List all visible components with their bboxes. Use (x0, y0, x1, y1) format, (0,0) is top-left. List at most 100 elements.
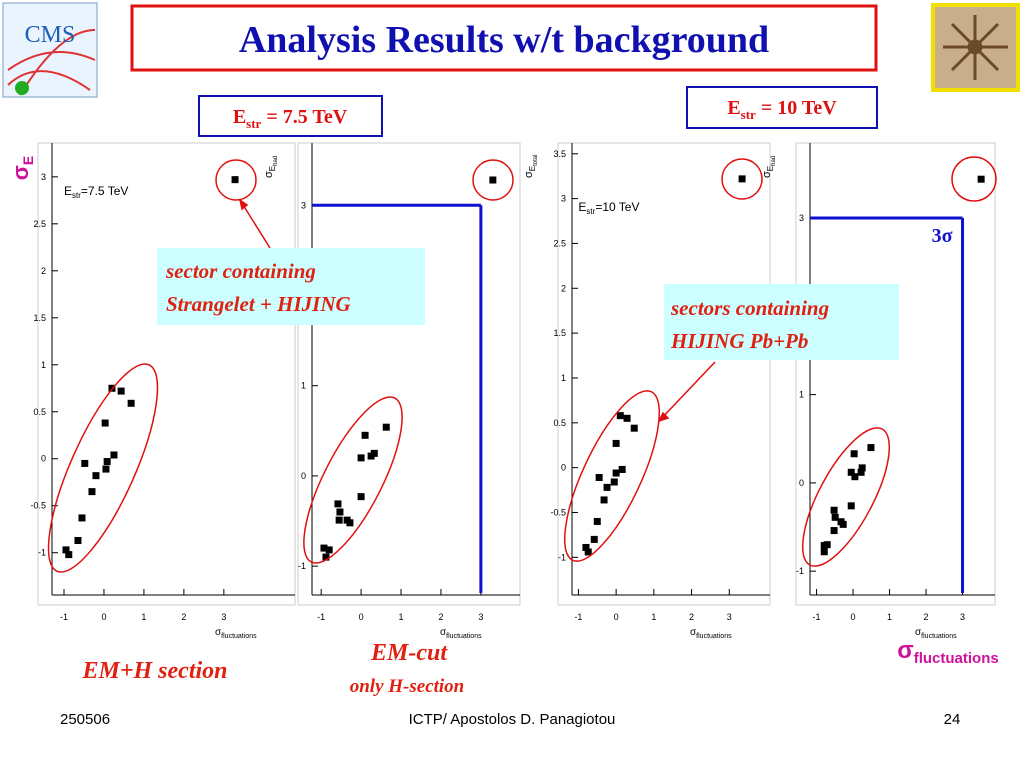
side-axis-label: σE (8, 156, 36, 180)
x-axis-label: σfluctuations (690, 627, 732, 640)
y-axis-label: σEhad (761, 156, 777, 178)
x-tick-label: 0 (614, 612, 619, 622)
annotation: Strangelet + HIJING (166, 292, 351, 316)
x-tick-label: 1 (651, 612, 656, 622)
point (325, 546, 333, 554)
point (837, 518, 845, 526)
footer-date: 250506 (60, 711, 110, 728)
point (603, 483, 611, 491)
badge: Estr = 7.5 TeV (233, 106, 348, 131)
point (612, 469, 620, 477)
point (847, 502, 855, 510)
point (320, 544, 328, 552)
point (590, 535, 598, 543)
badge-box (198, 95, 383, 137)
y-tick-label: 3 (301, 200, 306, 210)
point (618, 465, 626, 473)
y-tick-label: 0 (799, 478, 804, 488)
annotation: sector containing (165, 259, 316, 283)
x-axis-label: σfluctuations (915, 627, 957, 640)
y-tick-label: 1 (41, 360, 46, 370)
title-box (130, 4, 878, 72)
y-tick-label: 2 (41, 266, 46, 276)
point (117, 387, 125, 395)
x-tick-label: -1 (317, 612, 325, 622)
point (346, 519, 354, 527)
point (88, 488, 96, 496)
annotation-box (664, 284, 899, 360)
x-tick-label: 2 (181, 612, 186, 622)
y-tick-label: -0.5 (550, 507, 566, 517)
point (322, 553, 330, 561)
point (610, 478, 618, 486)
side-axis-label: σfluctuations (897, 637, 998, 667)
point (357, 454, 365, 462)
point (62, 546, 70, 554)
point (630, 424, 638, 432)
y-tick-label: 0.5 (553, 418, 566, 428)
slide-title: Analysis Results w/t background (239, 19, 769, 61)
point (830, 527, 838, 535)
point (110, 451, 118, 459)
y-tick-label: 3 (561, 194, 566, 204)
point (584, 548, 592, 556)
point (858, 464, 866, 472)
point (820, 548, 828, 556)
section-label: EM-cut (370, 640, 448, 666)
y-tick-label: -1 (298, 561, 306, 571)
point (370, 449, 378, 457)
y-axis-label: σEhad (263, 156, 279, 178)
x-tick-label: 3 (478, 612, 483, 622)
point (78, 514, 86, 522)
x-axis-label: σfluctuations (215, 627, 257, 640)
x-tick-label: 3 (221, 612, 226, 622)
x-tick-label: 2 (689, 612, 694, 622)
point (74, 536, 82, 544)
point (823, 541, 831, 549)
point (593, 517, 601, 525)
logo-text: CMS (25, 22, 76, 48)
point (582, 543, 590, 551)
y-tick-label: 0 (561, 463, 566, 473)
point (867, 444, 875, 452)
y-tick-label: 1 (799, 390, 804, 400)
y-tick-label: -0.5 (30, 501, 46, 511)
point (847, 468, 855, 476)
x-tick-label: -1 (60, 612, 68, 622)
x-tick-label: 0 (359, 612, 364, 622)
point (361, 431, 369, 439)
section-label: EM+H section (81, 658, 227, 684)
y-tick-label: 1 (561, 373, 566, 383)
point (616, 412, 624, 420)
badge: Estr = 10 TeV (727, 97, 837, 122)
y-tick-label: 1.5 (553, 328, 566, 338)
y-tick-label: 2.5 (33, 219, 46, 229)
x-tick-label: -1 (574, 612, 582, 622)
plot: -1 -0.5 0 0.5 1 1.5 2 2.5 3 3.5 -1 0 1 2 3 σfluctuation… (523, 142, 771, 640)
y-tick-label: 3 (41, 172, 46, 182)
y-tick-label: 0 (41, 454, 46, 464)
plot-label: Estr=10 TeV (578, 200, 639, 216)
point (831, 513, 839, 521)
point (231, 176, 239, 184)
annotation-box (157, 248, 425, 325)
cut-label: 3σ (932, 225, 953, 247)
point (600, 496, 608, 504)
y-tick-label: 2.5 (553, 238, 566, 248)
x-tick-label: 3 (727, 612, 732, 622)
emblem-star (943, 15, 1008, 80)
point (850, 450, 858, 458)
y-tick-label: 3 (799, 213, 804, 223)
point (612, 439, 620, 447)
point (65, 551, 73, 559)
point (595, 474, 603, 482)
point (830, 506, 838, 514)
plot-frame (37, 142, 296, 606)
y-tick-label: -1 (558, 552, 566, 562)
y-tick-label: 2 (561, 283, 566, 293)
cms-logo: CMS (2, 2, 98, 98)
y-tick-label: -1 (38, 548, 46, 558)
highlights (47, 156, 997, 573)
